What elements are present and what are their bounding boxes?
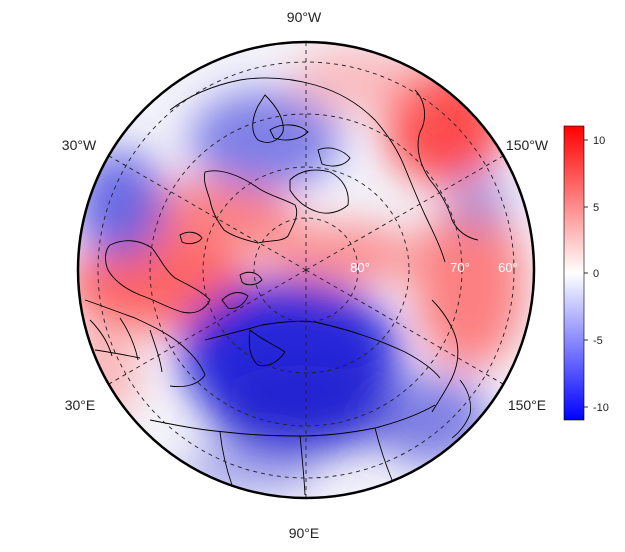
map-border [76, 40, 536, 500]
lon-label-90w: 90°W [287, 9, 322, 25]
colorbar: 10 5 0 -5 -10 [563, 125, 609, 421]
map-disk [76, 40, 536, 500]
coastline-taymyr [248, 329, 286, 367]
meridian-30e [108, 269, 307, 385]
lat-label-60: 60° [498, 260, 518, 275]
meridian-150e [305, 269, 504, 385]
anomaly-east-asia [370, 375, 490, 465]
borders-asia [149, 404, 436, 496]
anomaly-south-asia [180, 445, 320, 495]
coastline-canadian-archipelago [269, 124, 351, 214]
coastline-svalbard [239, 271, 263, 286]
colorbar-label-0: 0 [593, 268, 599, 280]
lat-label-70: 70° [450, 260, 470, 275]
graticule [97, 42, 515, 498]
lon-label-30w: 30°W [62, 137, 97, 153]
coastline-iceland [179, 231, 203, 245]
colorbar-label-neg10: -10 [593, 402, 609, 414]
latitude-labels: 80° 70° 60° [350, 260, 518, 275]
coastline-europe-mainland [84, 299, 206, 387]
lon-label-150e: 150°E [508, 397, 546, 413]
anomaly-central-arctic [260, 223, 420, 287]
meridian-150w [305, 155, 504, 271]
coastline-hudson-bay [252, 94, 284, 143]
coastlines [84, 77, 479, 496]
coastline-scandinavia [105, 240, 211, 314]
anomaly-north-pacific [290, 45, 430, 115]
longitude-labels: 90°W 30°W 150°W 30°E 150°E 90°E [62, 9, 549, 541]
coastline-greenland [203, 170, 298, 244]
lon-label-30e: 30°E [65, 397, 96, 413]
borders-europe [89, 317, 163, 373]
anomaly-pacific-center [450, 170, 510, 230]
coastline-novaya-zemlya [221, 292, 249, 309]
colorbar-label-5: 5 [593, 202, 599, 214]
colorbar-ticks [584, 139, 588, 408]
anomaly-central-asia [210, 365, 390, 455]
coastline-chukotka [431, 299, 459, 413]
lat-label-80: 80° [350, 260, 370, 275]
coastline-alaska [414, 89, 479, 241]
lon-label-90e: 90°E [289, 525, 320, 541]
coastline-siberia [204, 320, 441, 379]
colorbar-gradient [563, 125, 585, 421]
anomaly-beaufort-alaska [415, 200, 525, 370]
colorbar-label-neg5: -5 [593, 335, 603, 347]
lat-circle-70 [202, 166, 410, 374]
colorbar-label-10: 10 [593, 135, 605, 147]
meridian-30w [108, 155, 307, 271]
lon-label-150w: 150°W [506, 137, 549, 153]
coastline-kamchatka [451, 379, 471, 439]
lat-circle-60 [149, 113, 463, 427]
anomaly-labrador [190, 90, 340, 190]
coastline-north-america [169, 77, 446, 263]
